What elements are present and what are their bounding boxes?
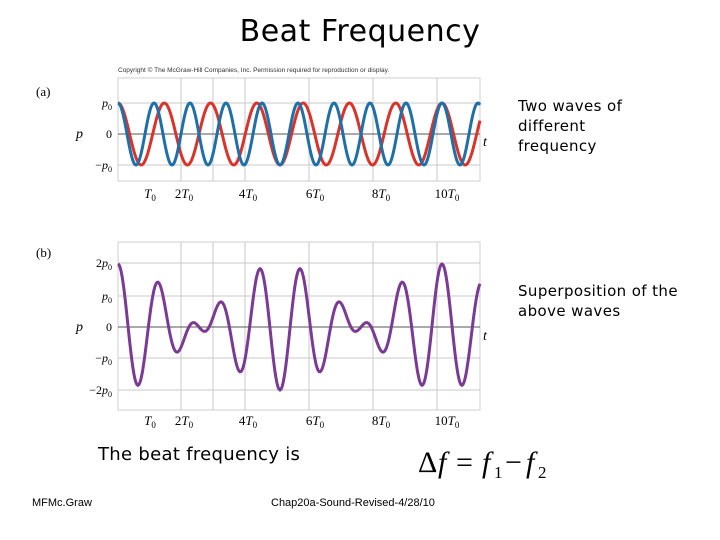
panel-b-grid [118,242,480,410]
panel-b-y-ticks: 2p0 p0 0 −p0 −2p0 [89,256,112,399]
panel-b-frame [117,241,481,411]
y-tick-label: p0 [101,289,112,305]
x-tick-label: 6T0 [306,413,325,430]
note-superposition: Superposition of the above waves [518,282,678,320]
x-tick-label: 8T0 [372,186,391,203]
y-tick-label: −p0 [95,351,112,367]
eq-minus: − [505,446,522,479]
panel-a-y-label: p [75,127,83,142]
beat-equation: Δ f = f 1 − f 2 [418,446,547,482]
panel-b-t-label: t [483,329,488,344]
panel-a-y-ticks: p0 0 −p0 [95,96,112,174]
panel-b-y-label: p [75,320,83,335]
note-two-waves: Two waves of different frequency [518,97,623,155]
y-tick-label: 0 [106,127,112,141]
eq-sub1: 1 [494,463,503,482]
panel-a-label: (a) [36,84,50,99]
eq-f1: f [482,446,494,479]
x-tick-label: 4T0 [239,186,258,203]
panel-b: (b) t p 2p0 p0 0 −p0 −2p0 T0 2T0 4T0 6T0 8T0 10T0 [36,241,488,430]
panel-a-frame [117,77,481,182]
beat-frequency-text: The beat frequency is [98,444,301,465]
footer-author: MFMc.Graw [32,497,92,509]
wave-blue [117,101,482,167]
eq-sub2: 2 [538,463,547,482]
slide-title: Beat Frequency [239,14,481,49]
panel-b-label: (b) [36,245,51,260]
y-tick-label: −2p0 [89,383,112,399]
panel-b-wave [117,262,482,392]
x-tick-label: 8T0 [372,413,391,430]
x-tick-label: T0 [144,413,156,430]
copyright-text: Copyright © The McGraw-Hill Companies, I… [118,66,389,74]
x-tick-label: 6T0 [306,186,325,203]
panel-a: (a) t p p0 0 −p0 T0 2T0 4T0 6T0 8T0 10T0 [36,77,488,203]
eq-f: f [438,446,450,479]
panel-a-t-label: t [483,135,488,150]
x-tick-label: 2T0 [175,186,194,203]
y-tick-label: −p0 [95,158,112,174]
footer-chapter: Chap20a-Sound-Revised-4/28/10 [271,497,435,509]
y-tick-label: p0 [101,96,112,112]
x-tick-label: 10T0 [435,186,460,203]
y-tick-label: 2p0 [96,256,112,272]
y-tick-label: 0 [106,320,112,334]
x-tick-label: 2T0 [175,413,194,430]
panel-a-x-ticks: T0 2T0 4T0 6T0 8T0 10T0 [144,186,460,203]
x-tick-label: 4T0 [239,413,258,430]
x-tick-label: 10T0 [435,413,460,430]
eq-equals: = [456,446,473,479]
wave-superposition [117,262,482,392]
eq-f2: f [526,446,538,479]
eq-delta: Δ [418,446,437,479]
x-tick-label: T0 [144,186,156,203]
panel-a-waves [117,101,482,167]
panel-b-x-ticks: T0 2T0 4T0 6T0 8T0 10T0 [144,413,460,430]
